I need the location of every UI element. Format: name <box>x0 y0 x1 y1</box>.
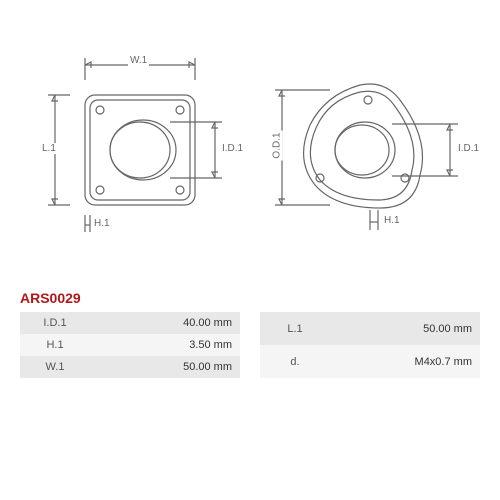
table-row: W.150.00 mm <box>20 356 240 378</box>
spec-label: d. <box>260 345 330 378</box>
spec-value: 50.00 mm <box>330 312 480 345</box>
square-flange-diagram: W.1 L.1 I.D.1 H.1 <box>40 50 240 250</box>
spec-label: I.D.1 <box>20 312 90 334</box>
spec-label: L.1 <box>260 312 330 345</box>
table-row: I.D.140.00 mm <box>20 312 240 334</box>
spec-label: H.1 <box>20 334 90 356</box>
table-row: L.150.00 mm <box>260 312 480 345</box>
triangle-flange-diagram: O.D.1 I.D.1 H.1 <box>270 50 480 250</box>
table-row: H.13.50 mm <box>20 334 240 356</box>
label-h1: H.1 <box>92 218 112 229</box>
spec-value: M4x0.7 mm <box>330 345 480 378</box>
spec-value: 3.50 mm <box>90 334 240 356</box>
spec-tables: I.D.140.00 mm H.13.50 mm W.150.00 mm L.1… <box>20 312 480 378</box>
spec-label: W.1 <box>20 356 90 378</box>
diagram-area: W.1 L.1 I.D.1 H.1 <box>20 20 480 270</box>
spec-table-right: L.150.00 mm d.M4x0.7 mm <box>260 312 480 378</box>
table-row: d.M4x0.7 mm <box>260 345 480 378</box>
label-h1-r: H.1 <box>382 215 402 226</box>
label-l1: L.1 <box>40 143 58 154</box>
spec-value: 50.00 mm <box>90 356 240 378</box>
label-w1: W.1 <box>128 55 149 66</box>
part-code: ARS0029 <box>20 290 480 306</box>
label-od1: O.D.1 <box>272 130 283 160</box>
spec-value: 40.00 mm <box>90 312 240 334</box>
label-id1: I.D.1 <box>220 143 245 154</box>
spec-table-left: I.D.140.00 mm H.13.50 mm W.150.00 mm <box>20 312 240 378</box>
label-id1-r: I.D.1 <box>456 143 481 154</box>
